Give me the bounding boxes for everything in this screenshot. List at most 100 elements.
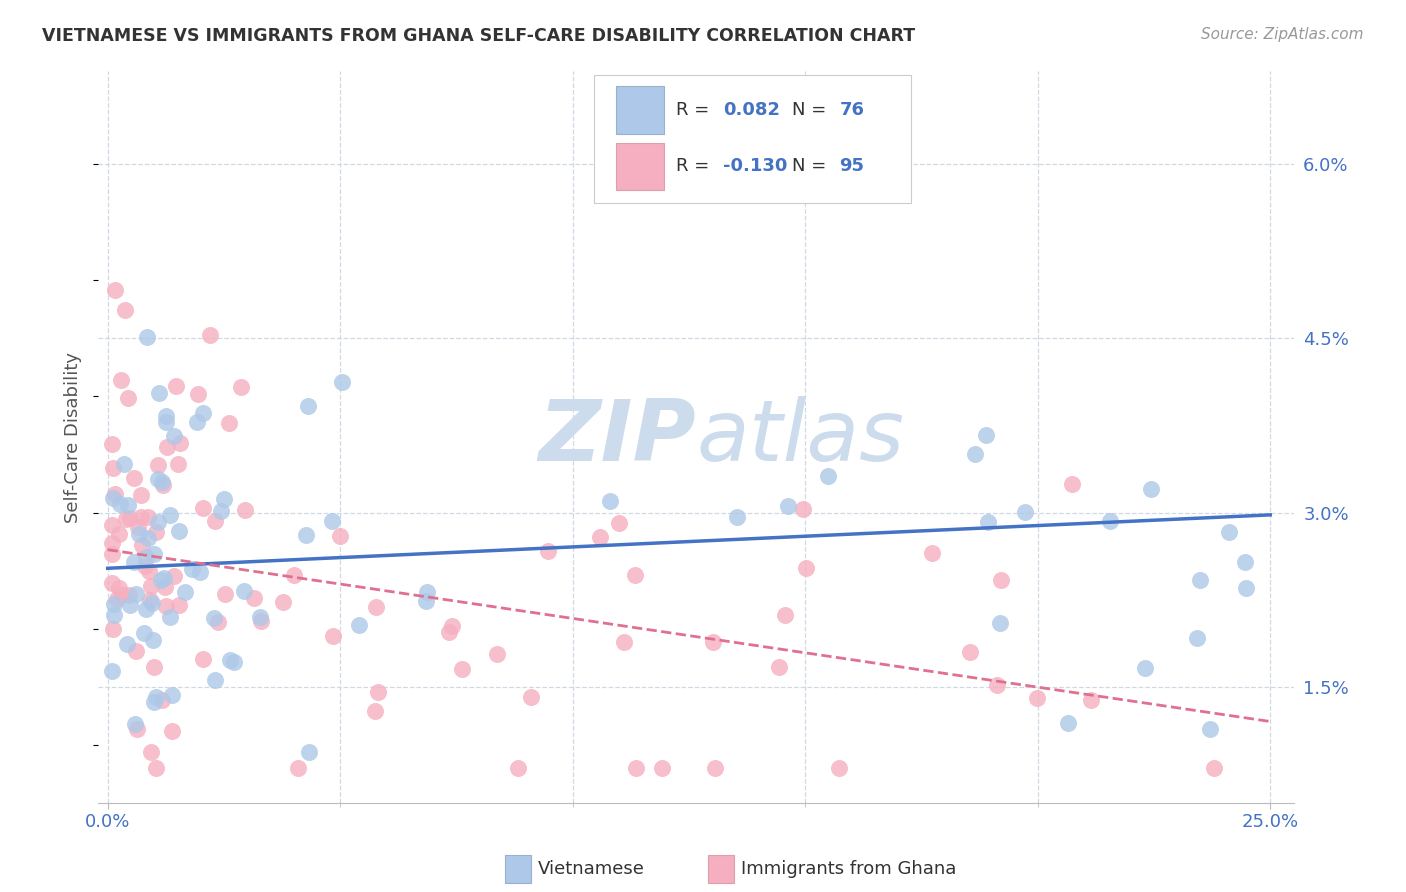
Point <box>107 581 129 595</box>
Point <box>146 472 169 486</box>
Point <box>148 515 170 529</box>
Point <box>111 589 134 603</box>
Point <box>768 660 790 674</box>
Point <box>136 531 159 545</box>
Point <box>702 635 724 649</box>
Point <box>1199 722 1222 736</box>
Point <box>148 458 170 472</box>
Point <box>103 607 125 622</box>
Point <box>155 599 177 613</box>
Point <box>193 652 215 666</box>
Text: 95: 95 <box>839 158 865 176</box>
Point <box>219 652 242 666</box>
Point <box>1234 581 1257 595</box>
Point <box>101 575 124 590</box>
Point <box>159 508 181 522</box>
Point <box>103 491 125 505</box>
Point <box>101 461 124 475</box>
Point <box>173 584 195 599</box>
Point <box>153 580 176 594</box>
Point <box>115 637 138 651</box>
Text: N =: N = <box>792 101 831 120</box>
Point <box>537 544 560 558</box>
Point <box>131 538 153 552</box>
Text: Vietnamese: Vietnamese <box>538 860 645 878</box>
Point <box>143 547 166 561</box>
Point <box>330 375 353 389</box>
Point <box>1139 482 1161 496</box>
FancyBboxPatch shape <box>595 75 911 203</box>
Point <box>150 475 173 489</box>
Point <box>1188 573 1211 587</box>
Point <box>125 587 148 601</box>
Point <box>155 409 177 423</box>
Point <box>128 527 150 541</box>
Point <box>117 499 139 513</box>
Point <box>117 392 139 406</box>
Text: -0.130: -0.130 <box>724 158 787 176</box>
Text: ZIP: ZIP <box>538 395 696 479</box>
Point <box>103 597 125 611</box>
Point <box>134 625 156 640</box>
Point <box>163 429 186 443</box>
Point <box>347 618 370 632</box>
Point <box>138 564 160 578</box>
Point <box>202 611 225 625</box>
Point <box>725 509 748 524</box>
Point <box>508 761 530 775</box>
Point <box>135 602 157 616</box>
Point <box>589 530 612 544</box>
Y-axis label: Self-Care Disability: Self-Care Disability <box>65 351 83 523</box>
Point <box>233 502 256 516</box>
Text: R =: R = <box>676 101 714 120</box>
Point <box>145 690 167 705</box>
FancyBboxPatch shape <box>616 143 664 190</box>
Point <box>188 565 211 579</box>
Point <box>110 373 132 387</box>
Point <box>155 415 177 429</box>
Point <box>112 457 135 471</box>
Point <box>298 745 321 759</box>
FancyBboxPatch shape <box>616 87 664 134</box>
Point <box>142 660 165 674</box>
Point <box>129 488 152 502</box>
Point <box>118 598 141 612</box>
Point <box>827 761 849 775</box>
Point <box>134 558 156 573</box>
Point <box>218 416 240 430</box>
Text: Immigrants from Ghana: Immigrants from Ghana <box>741 860 956 878</box>
Point <box>159 610 181 624</box>
Point <box>599 494 621 508</box>
Point <box>101 535 124 549</box>
Point <box>1204 761 1226 775</box>
Point <box>778 500 800 514</box>
Point <box>136 510 159 524</box>
Point <box>141 596 163 610</box>
Text: atlas: atlas <box>696 395 904 479</box>
Point <box>117 588 139 602</box>
Point <box>107 527 129 541</box>
Point <box>167 524 190 538</box>
Point <box>974 427 997 442</box>
Point <box>609 516 631 530</box>
Text: Source: ZipAtlas.com: Source: ZipAtlas.com <box>1201 27 1364 42</box>
Point <box>169 599 191 613</box>
Point <box>626 761 648 775</box>
Point <box>367 685 389 699</box>
Point <box>773 607 796 622</box>
Point <box>139 579 162 593</box>
Point <box>101 518 124 533</box>
Point <box>153 571 176 585</box>
Point <box>181 562 204 576</box>
Point <box>415 594 437 608</box>
Text: 76: 76 <box>839 101 865 120</box>
Point <box>198 328 221 343</box>
Point <box>233 583 256 598</box>
FancyBboxPatch shape <box>505 855 531 882</box>
Point <box>364 704 387 718</box>
Point <box>167 458 190 472</box>
Point <box>1026 691 1049 706</box>
Point <box>959 645 981 659</box>
Point <box>1098 514 1121 528</box>
Point <box>125 644 148 658</box>
